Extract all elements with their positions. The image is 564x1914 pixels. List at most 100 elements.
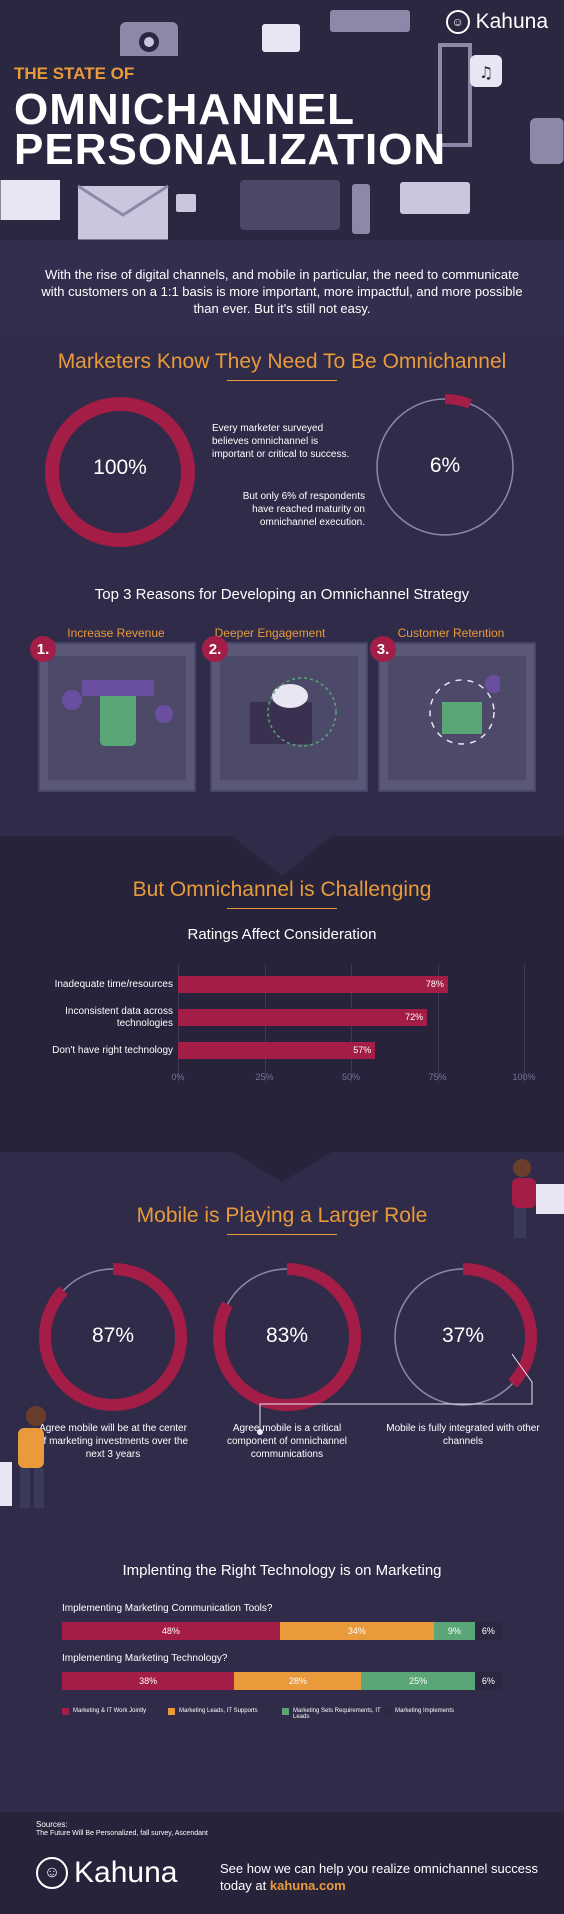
legend-swatch-1 — [62, 1708, 69, 1715]
legend-text-4: Marketing Implements — [395, 1708, 455, 1714]
brand-logo[interactable]: ☺ Kahuna — [445, 10, 548, 34]
mobile-stat-text: Agree mobile is a critical component of … — [226, 1423, 348, 1460]
footer-brand-name: Kahuna — [74, 1856, 178, 1889]
kahuna-logo-icon: ☺ — [445, 10, 470, 34]
mobile-stat-ring — [394, 1263, 537, 1406]
cta-line-1: See how we can help you realize omnichan… — [220, 1861, 538, 1876]
mobile-stat-text: Agree mobile will be at the center of ma… — [37, 1423, 189, 1460]
legend-swatch-3 — [282, 1708, 289, 1715]
header-banner: ♫ THE STATE OF OMNICHANNEL PERSONALIZATI… — [0, 0, 564, 240]
legend-item-4: Marketing Implements — [384, 1708, 454, 1715]
title-line-2: PERSONALIZATION — [14, 125, 447, 174]
legend-item-3: Marketing Sets Requirements, IT Leads — [282, 1708, 382, 1720]
mobile-stat-value: 37% — [441, 1324, 485, 1347]
stacked-segment: 6% — [474, 1672, 502, 1690]
stat2-value: 6% — [429, 454, 461, 477]
stacked-segment: 25% — [361, 1672, 475, 1690]
footer-cta: See how we can help you realize omnichan… — [220, 1860, 550, 1894]
reason-1-number: 1. — [30, 636, 56, 662]
cta-prefix: today at — [220, 1878, 270, 1893]
x-tick-label: 75% — [428, 1072, 447, 1082]
brand-name: Kahuna — [475, 10, 548, 33]
mobile-stat-value: 83% — [265, 1324, 309, 1347]
row1-label: Implementing Marketing Communication Too… — [62, 1603, 273, 1614]
reason-illustrations — [62, 675, 500, 747]
kahuna-logo-icon-footer: ☺ — [36, 1857, 68, 1889]
chart-title: Ratings Affect Consideration — [187, 926, 377, 943]
stat1-value: 100% — [93, 456, 147, 479]
ring-arc — [39, 1263, 187, 1411]
ring-arc — [462, 1263, 537, 1388]
legend-text-2: Marketing Leads, IT Supports — [179, 1708, 258, 1714]
legend-text-1: Marketing & IT Work Jointly — [73, 1708, 147, 1714]
connector-line — [257, 1353, 533, 1435]
person-on-bench-illustration — [512, 1159, 564, 1238]
stacked-segment: 48% — [62, 1622, 280, 1640]
legend-text-3: Marketing Sets Requirements, IT Leads — [293, 1708, 381, 1720]
ring-arc — [213, 1263, 361, 1411]
reason-3-number: 3. — [370, 636, 396, 662]
section-omnichannel: Marketers Know They Need To Be Omnichann… — [0, 336, 564, 836]
reason-3-label: Customer Retention — [397, 626, 505, 640]
sources-text: The Future Will Be Personalized, fall su… — [36, 1830, 208, 1837]
bar-category-label: Don't have right technology — [52, 1045, 173, 1056]
intro-text: With the rise of digital channels, and m… — [0, 240, 564, 336]
row2-label: Implementing Marketing Technology? — [62, 1653, 228, 1664]
section2-heading: But Omnichannel is Challenging — [132, 878, 432, 901]
title-line-1: OMNICHANNEL — [14, 85, 355, 134]
bar-category-label: Inconsistent data across technologies — [65, 1006, 173, 1029]
reason-2-number: 2. — [202, 636, 228, 662]
bar: 78% — [178, 976, 448, 993]
heading-rule-3 — [227, 1234, 337, 1235]
section-mobile: Mobile is Playing a Larger Role 87% Agree… — [0, 1152, 564, 1532]
stat1-text: Every marketer surveyed believes omnicha… — [212, 423, 350, 460]
reasons-title: Top 3 Reasons for Developing an Omnichan… — [94, 586, 470, 603]
stacked-segment: 6% — [474, 1622, 502, 1640]
mobile-stat-ring — [39, 1263, 187, 1411]
bar-category-label: Inadequate time/resources — [54, 979, 173, 990]
legend-swatch-4 — [384, 1708, 391, 1715]
sources-label: Sources: — [36, 1820, 68, 1829]
section-arrow-2 — [232, 1152, 332, 1182]
grid-line — [437, 964, 439, 1082]
legend-item-1: Marketing & IT Work Jointly — [62, 1708, 146, 1715]
stacked-bar-2: 38% 28% 25% 6% — [62, 1672, 502, 1690]
section-technology: Implenting the Right Technology is on Ma… — [0, 1532, 564, 1812]
person-with-phone-illustration — [0, 1406, 46, 1508]
stacked-bar-1: 48% 34% 9% 6% — [62, 1622, 502, 1640]
title-panel — [0, 56, 430, 174]
header-kicker: THE STATE OF — [14, 64, 135, 83]
x-tick-label: 50% — [341, 1072, 360, 1082]
x-tick-label: 100% — [512, 1072, 536, 1082]
heading-rule-2 — [227, 908, 337, 909]
stacked-segment: 28% — [234, 1672, 362, 1690]
cta-link[interactable]: kahuna.com — [269, 1878, 346, 1893]
mobile-stat-ring — [213, 1263, 361, 1411]
section-arrow — [232, 836, 332, 876]
stat-ring-6 — [376, 394, 514, 536]
legend-item-2: Marketing Leads, IT Supports — [168, 1708, 258, 1715]
stacked-segment: 34% — [279, 1622, 434, 1640]
bar: 72% — [178, 1009, 428, 1026]
legend-swatch-2 — [168, 1708, 175, 1715]
section1-heading: Marketers Know They Need To Be Omnichann… — [57, 350, 507, 373]
reason-1-label: Increase Revenue — [67, 626, 165, 640]
x-tick-label: 25% — [255, 1072, 274, 1082]
stat2-text: But only 6% of respondents have reached … — [242, 491, 365, 528]
stat-ring-100 — [45, 397, 195, 547]
mobile-stat-value: 87% — [91, 1324, 135, 1347]
section3-heading: Mobile is Playing a Larger Role — [136, 1204, 428, 1227]
mobile-stat-text: Mobile is fully integrated with other ch… — [386, 1423, 540, 1447]
reason-2-label: Deeper Engagement — [214, 626, 326, 640]
heading-rule — [227, 380, 337, 381]
svg-text:♫: ♫ — [479, 63, 493, 82]
stacked-segment: 9% — [433, 1622, 475, 1640]
section-challenging: But Omnichannel is Challenging Ratings A… — [0, 836, 564, 1152]
grid-line — [524, 964, 525, 1082]
stacked-segment: 38% — [62, 1672, 235, 1690]
footer: Sources: The Future Will Be Personalized… — [0, 1812, 564, 1914]
footer-brand-logo[interactable]: ☺ Kahuna — [36, 1856, 177, 1890]
x-tick-label: 0% — [171, 1072, 185, 1082]
challenges-bar-chart: 0% 25% 50% 75% 100% Inadequate time/resources… — [0, 836, 564, 1152]
bar: 57% — [178, 1042, 376, 1059]
